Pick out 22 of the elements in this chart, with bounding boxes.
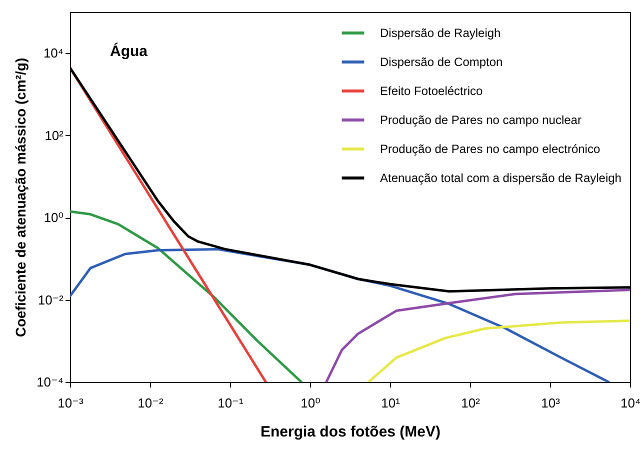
legend-label: Dispersão de Compton: [380, 55, 503, 69]
x-tick-label: 10¹: [381, 396, 401, 410]
x-tick-label: 10⁻³: [58, 396, 84, 410]
x-tick-label: 10²: [461, 396, 481, 410]
y-axis-title: Coeficiente de atenuação mássico (cm²/g): [12, 58, 29, 338]
x-tick-label: 10⁴: [620, 396, 641, 410]
legend-label: Atenuação total com a dispersão de Rayleigh: [380, 171, 622, 185]
x-tick-label: 10³: [541, 396, 561, 410]
x-tick-label: 10⁻¹: [218, 396, 244, 410]
x-tick-label: 10⁻²: [138, 396, 164, 410]
legend-label: Dispersão de Rayleigh: [380, 26, 501, 40]
legend-label: Produção de Pares no campo nuclear: [380, 113, 582, 127]
y-tick-label: 10⁻²: [38, 292, 64, 308]
y-tick-label: 10⁰: [44, 210, 64, 226]
x-axis-title: Energia dos fotões (MeV): [260, 424, 441, 440]
legend-label: Efeito Fotoeléctrico: [380, 84, 484, 98]
annotation: Água: [110, 42, 148, 60]
y-tick-label: 10²: [44, 128, 64, 143]
legend-label: Produção de Pares no campo electrónico: [380, 142, 600, 156]
y-tick-label: 10⁴: [43, 46, 64, 61]
y-tick-label: 10⁻⁴: [36, 374, 64, 390]
x-tick-label: 10⁰: [300, 396, 320, 410]
